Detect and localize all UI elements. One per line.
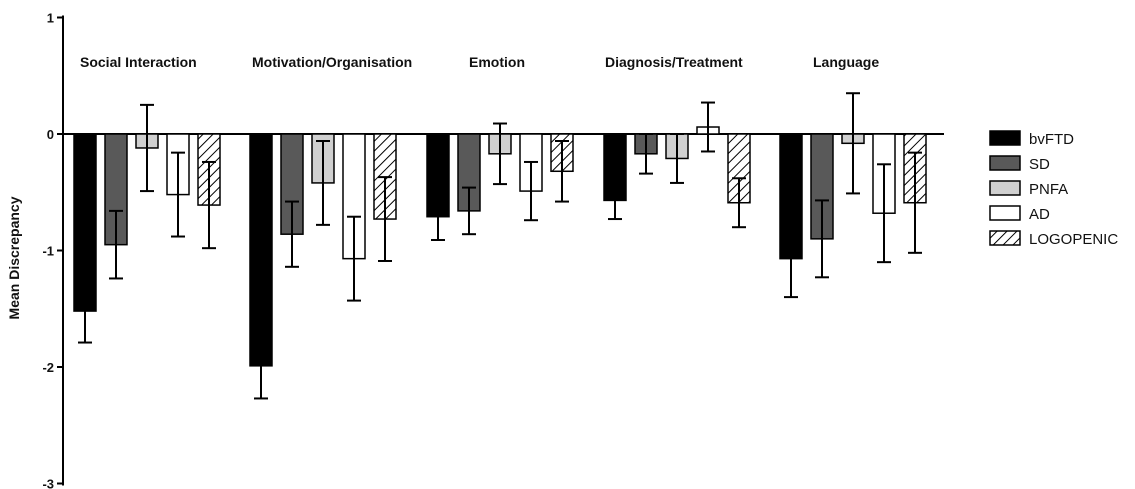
legend-label: LOGOPENIC [1029,231,1118,248]
y-axis: 1 0 -1 -2 -3 [42,11,944,489]
legend-swatch [989,130,1021,146]
category-label: Language [813,54,879,70]
legend-swatch [989,155,1021,171]
y-tick-label: 0 [47,127,54,142]
y-tick-label: -1 [42,244,54,259]
legend: bvFTD SD PNFA AD LOGOPENIC [989,130,1118,248]
legend-swatch [989,230,1021,246]
bars-group [73,92,927,400]
legend-label: PNFA [1029,181,1068,198]
legend-label: bvFTD [1029,131,1074,148]
legend-swatch [989,180,1021,196]
y-tick-label: -2 [42,360,54,375]
y-tick-label: 1 [47,11,54,26]
category-labels: Social Interaction Motivation/Organisatio… [80,54,879,70]
category-label: Emotion [469,54,525,70]
y-tick-label: -3 [42,477,54,489]
category-label: Motivation/Organisation [252,54,412,70]
legend-label: SD [1029,156,1050,173]
bar [249,133,273,367]
category-label: Social Interaction [80,54,197,70]
category-label: Diagnosis/Treatment [605,54,743,70]
y-axis-title: Mean Discrepancy [6,196,22,319]
legend-swatch [989,205,1021,221]
legend-label: AD [1029,206,1050,223]
